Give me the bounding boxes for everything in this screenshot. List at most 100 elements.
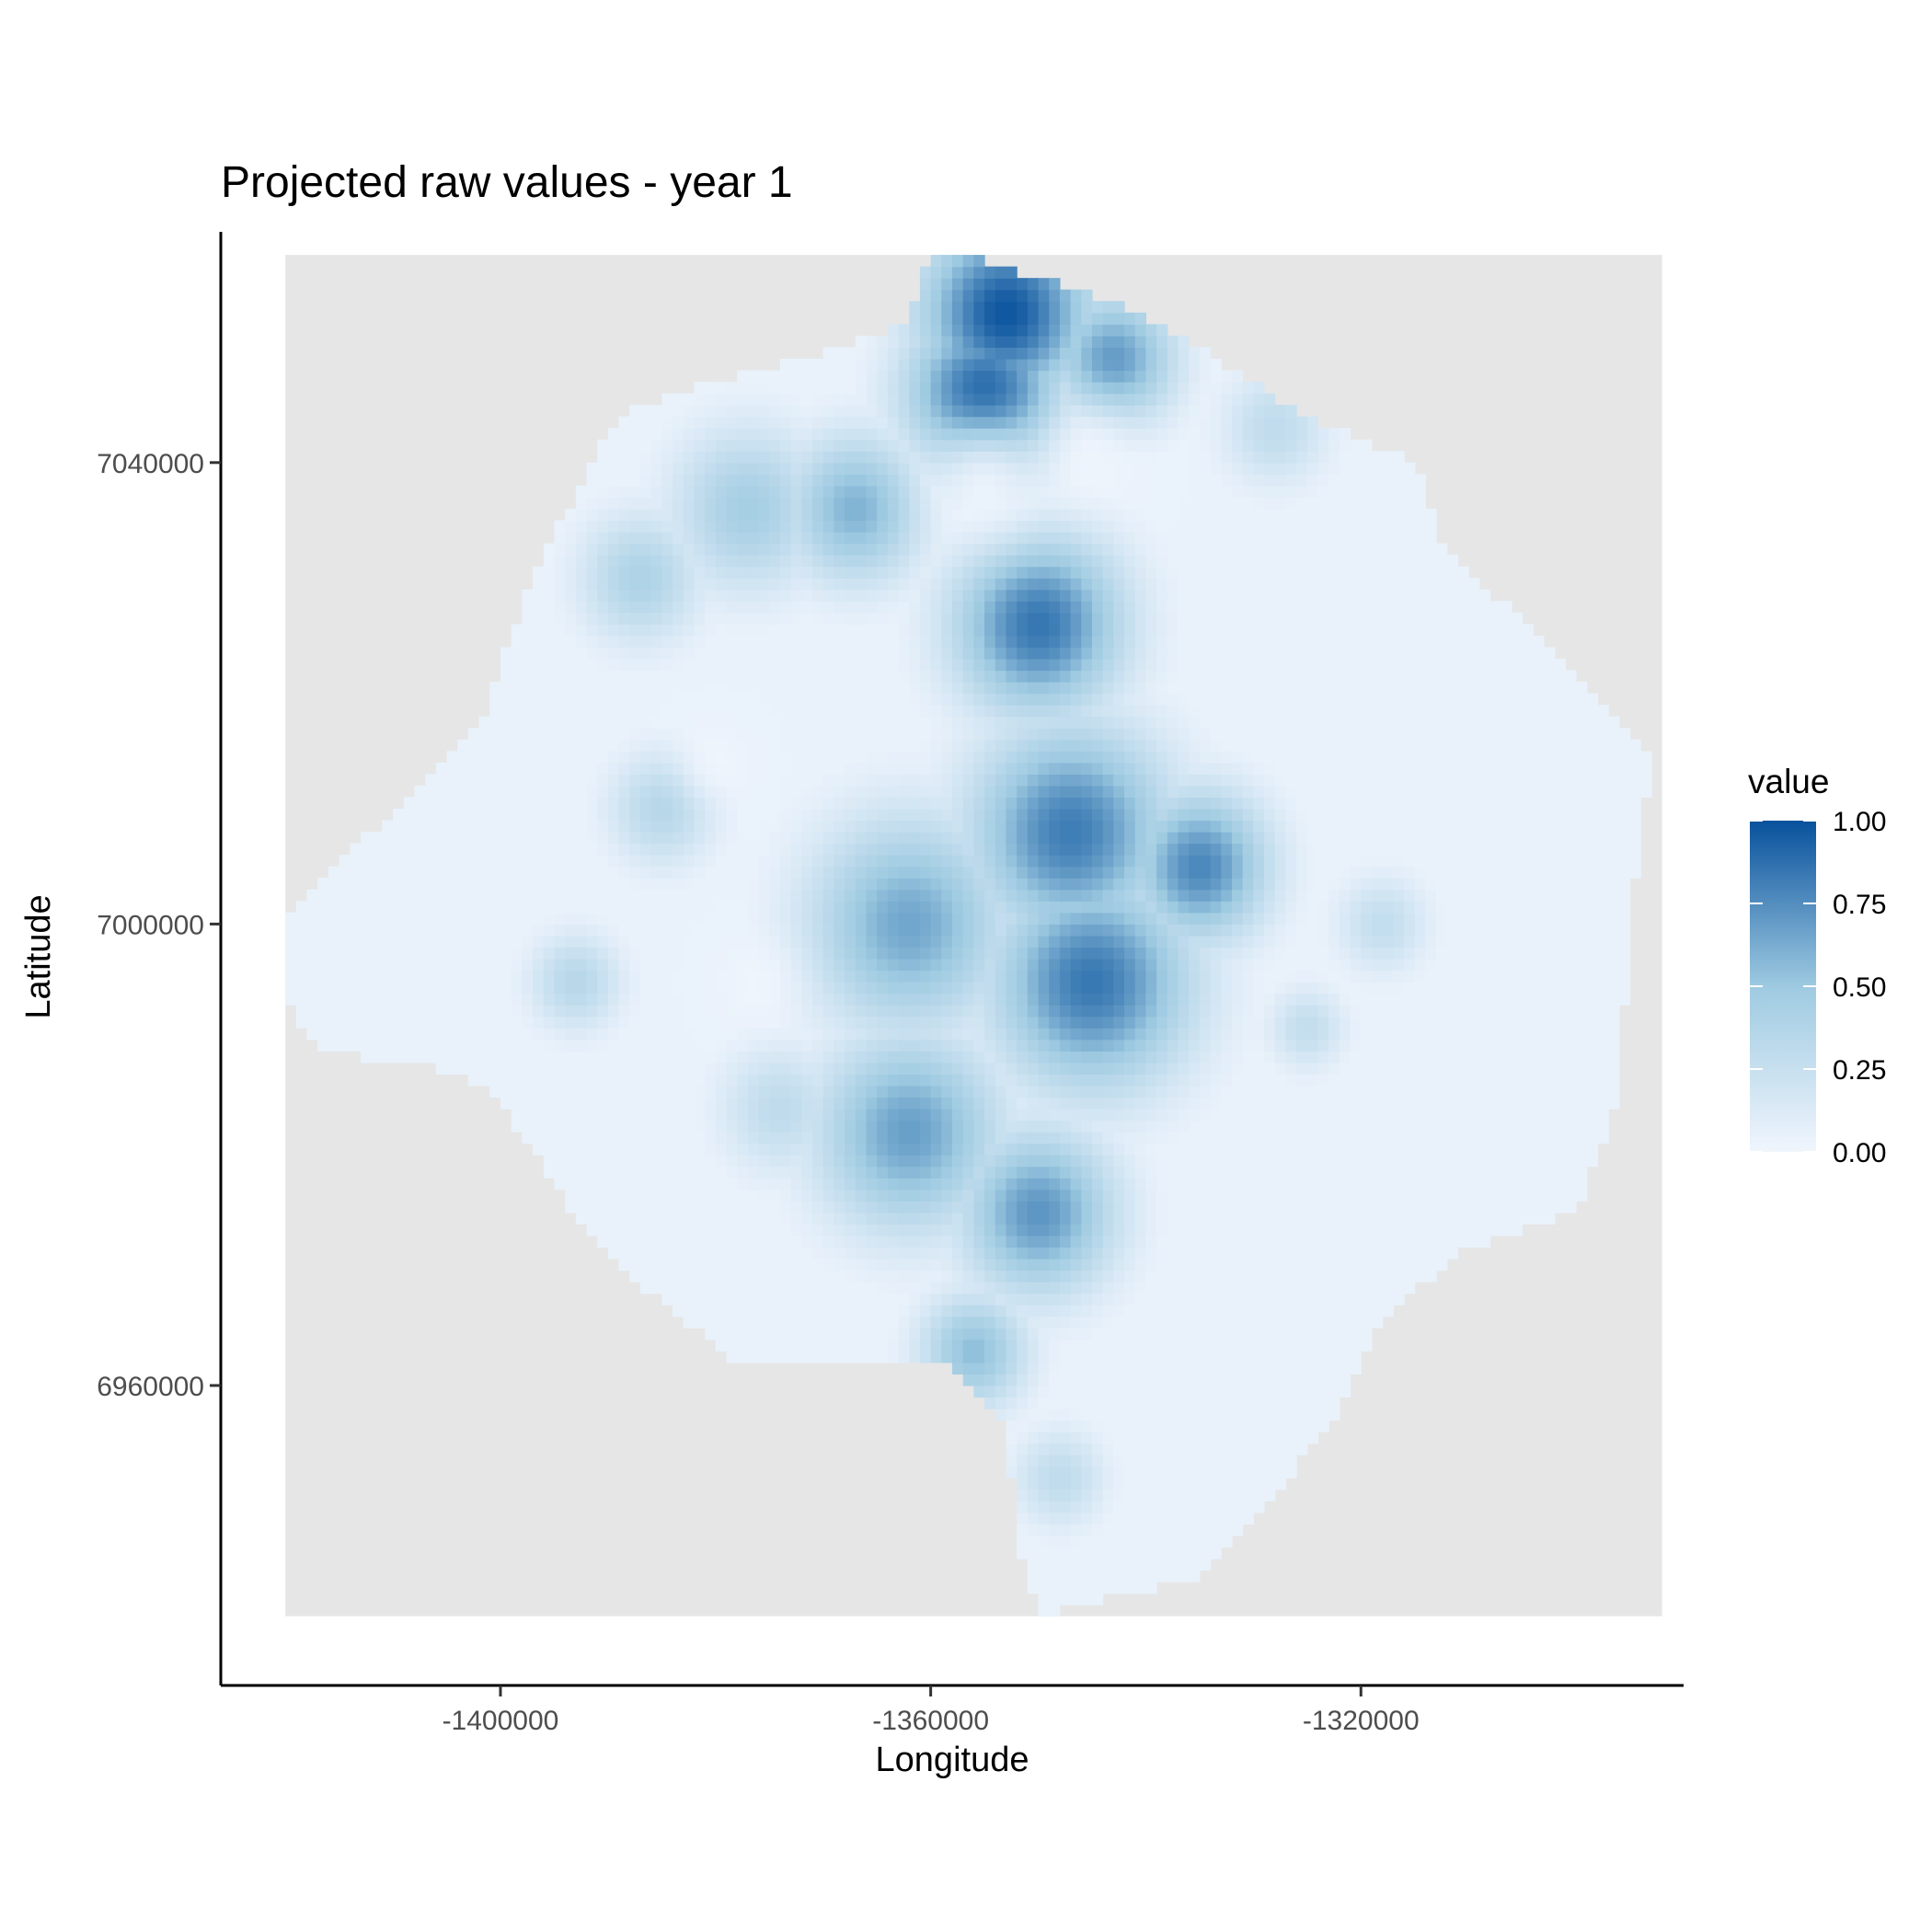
raster-cell <box>898 647 910 660</box>
raster-cell <box>543 774 556 787</box>
raster-cell <box>941 1305 953 1317</box>
raster-cell <box>705 1074 717 1087</box>
raster-cell <box>855 393 868 406</box>
raster-cell <box>930 762 942 775</box>
raster-cell <box>962 416 974 429</box>
raster-cell <box>554 1155 566 1167</box>
raster-cell <box>973 416 985 429</box>
raster-cell <box>618 1074 630 1087</box>
raster-cell <box>1049 658 1061 672</box>
raster-cell <box>758 1293 770 1305</box>
raster-cell <box>575 728 588 741</box>
raster-cell <box>941 1143 953 1156</box>
raster-cell <box>845 785 857 799</box>
raster-cell <box>984 785 996 799</box>
raster-cell <box>511 947 523 960</box>
raster-cell <box>822 566 834 579</box>
raster-cell <box>790 1166 802 1179</box>
raster-cell <box>737 1051 749 1064</box>
raster-cell <box>779 1085 792 1098</box>
raster-cell <box>801 1039 813 1052</box>
raster-cell <box>1017 993 1029 1006</box>
raster-cell <box>1049 924 1061 937</box>
raster-cell <box>1017 693 1029 706</box>
raster-cell <box>1006 820 1018 833</box>
raster-cell <box>533 682 545 695</box>
raster-cell <box>1006 589 1018 602</box>
raster-cell <box>984 1385 996 1398</box>
raster-cell <box>758 508 770 522</box>
raster-cell <box>962 808 974 822</box>
raster-cell <box>1027 1397 1040 1409</box>
raster-cell <box>779 612 792 625</box>
raster-cell <box>317 959 329 972</box>
raster-cell <box>877 635 889 649</box>
raster-cell <box>962 1328 974 1340</box>
raster-cell <box>822 555 834 568</box>
raster-cell <box>790 1062 802 1075</box>
raster-cell <box>1027 1570 1040 1582</box>
raster-cell <box>1006 843 1018 856</box>
raster-cell <box>995 1120 1007 1133</box>
raster-cell <box>919 508 932 522</box>
raster-cell <box>403 1051 416 1064</box>
raster-cell <box>801 589 813 602</box>
raster-cell <box>941 1074 953 1087</box>
raster-cell <box>984 739 996 752</box>
raster-cell <box>522 1005 534 1018</box>
raster-cell <box>898 382 910 395</box>
raster-cell <box>694 462 706 475</box>
raster-cell <box>565 1005 577 1018</box>
raster-cell <box>855 520 868 533</box>
raster-cell <box>467 993 480 1006</box>
raster-cell <box>737 555 749 568</box>
raster-cell <box>877 382 889 395</box>
raster-cell <box>650 739 662 752</box>
raster-cell <box>962 289 974 302</box>
raster-cell <box>845 832 857 845</box>
raster-cell <box>941 1259 953 1271</box>
raster-cell <box>607 982 620 995</box>
raster-cell <box>726 555 738 568</box>
raster-cell <box>597 1212 609 1225</box>
raster-cell <box>1059 889 1072 902</box>
raster-cell <box>984 1074 996 1087</box>
raster-cell <box>683 1085 696 1098</box>
raster-cell <box>457 866 469 879</box>
raster-cell <box>1070 1385 1082 1398</box>
raster-cell <box>962 382 974 395</box>
raster-cell <box>350 947 362 960</box>
raster-cell <box>758 1316 770 1328</box>
raster-cell <box>822 1028 834 1041</box>
raster-cell <box>554 543 566 556</box>
raster-cell <box>715 428 728 441</box>
raster-cell <box>769 1189 781 1202</box>
raster-cell <box>919 532 932 545</box>
raster-cell <box>575 1097 588 1110</box>
raster-cell <box>747 612 760 625</box>
raster-cell <box>489 924 501 937</box>
raster-cell <box>661 555 673 568</box>
raster-cell <box>758 693 770 706</box>
raster-cell <box>489 1074 501 1087</box>
raster-cell <box>877 1293 889 1305</box>
raster-cell <box>533 1143 545 1156</box>
raster-cell <box>705 658 717 672</box>
raster-cell <box>877 612 889 625</box>
raster-cell <box>790 647 802 660</box>
raster-cell <box>446 1005 458 1018</box>
raster-cell <box>909 451 921 464</box>
raster-cell <box>973 1328 985 1340</box>
raster-cell <box>887 589 900 602</box>
raster-cell <box>306 912 318 925</box>
raster-cell <box>887 624 900 637</box>
raster-cell <box>705 912 717 925</box>
raster-cell <box>995 612 1007 625</box>
raster-cell <box>1059 1535 1072 1548</box>
raster-cell <box>919 335 932 348</box>
raster-cell <box>1038 1501 1050 1513</box>
raster-cell <box>984 1247 996 1259</box>
raster-cell <box>834 601 845 614</box>
raster-cell <box>726 474 738 487</box>
raster-cell <box>855 889 868 902</box>
